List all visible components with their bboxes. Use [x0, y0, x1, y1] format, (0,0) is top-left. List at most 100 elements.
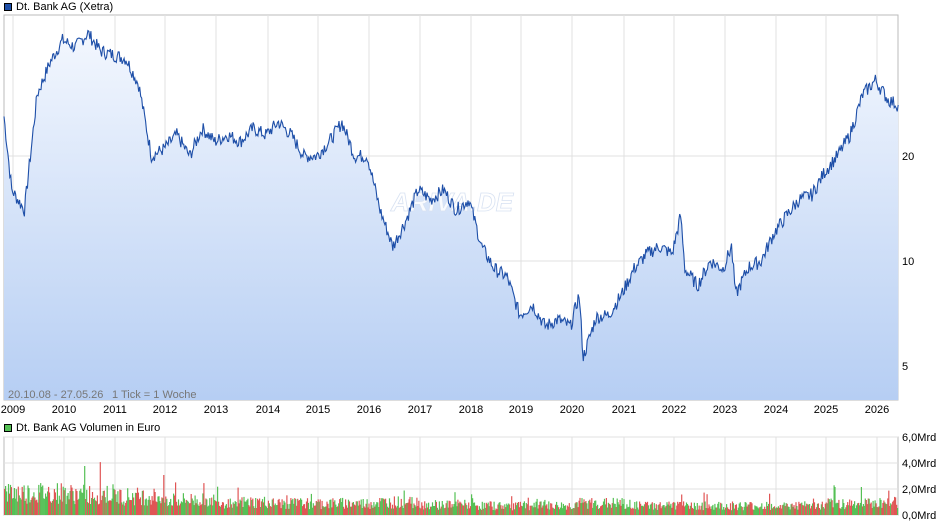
volume-legend-swatch [4, 424, 12, 432]
volume-bar [838, 499, 840, 515]
volume-bar [848, 505, 850, 515]
volume-bar [764, 506, 766, 515]
volume-bar [123, 501, 125, 515]
volume-bar [676, 505, 678, 515]
volume-bar [811, 505, 813, 515]
volume-bar [590, 502, 592, 515]
volume-bar [377, 502, 379, 515]
volume-bar [679, 502, 681, 515]
volume-bar [223, 508, 225, 515]
volume-bar [83, 484, 85, 515]
volume-bar [501, 508, 503, 515]
volume-bar [815, 507, 818, 515]
volume-bar [540, 501, 542, 515]
volume-bar [316, 501, 318, 515]
price-legend: Dt. Bank AG (Xetra) [4, 1, 113, 13]
volume-bar [489, 501, 491, 515]
volume-bar [577, 507, 579, 515]
volume-bar [771, 508, 774, 515]
volume-bar [110, 500, 112, 515]
volume-bar [285, 508, 287, 515]
volume-bar [685, 502, 688, 515]
volume-bar [851, 500, 853, 515]
volume-bar [803, 505, 805, 515]
volume-bar [610, 507, 612, 515]
volume-bar [147, 499, 149, 515]
volume-bar [512, 510, 514, 515]
volume-bar [4, 488, 6, 515]
volume-bar [777, 506, 779, 515]
volume-bar [284, 502, 286, 515]
volume-bar [662, 505, 664, 515]
volume-bar [756, 506, 758, 515]
volume-bar [401, 505, 403, 515]
volume-bar [497, 504, 499, 515]
volume-bar [687, 505, 690, 515]
volume-bar [388, 498, 391, 515]
volume-bar [801, 502, 803, 515]
volume-bar [275, 505, 277, 515]
volume-bar [47, 491, 49, 515]
volume-bar [897, 508, 899, 515]
volume-bar [818, 508, 820, 515]
volume-bar [195, 503, 197, 515]
volume-bar [82, 493, 84, 515]
volume-bar [583, 499, 585, 515]
volume-bar [91, 498, 93, 515]
volume-bar [698, 505, 700, 515]
volume-bar [726, 504, 728, 515]
volume-bar [6, 501, 9, 515]
volume-bar [64, 487, 66, 515]
volume-bar [694, 506, 696, 515]
volume-bar [111, 498, 113, 515]
volume-bar [318, 501, 320, 515]
volume-bar [62, 486, 64, 515]
volume-bar [718, 501, 720, 515]
volume-bar [645, 502, 648, 515]
volume-bar [688, 508, 691, 515]
volume-bar [241, 497, 243, 515]
volume-bar [754, 505, 756, 515]
volume-bar [322, 506, 324, 515]
volume-bar [770, 503, 773, 515]
volume-bar [505, 507, 507, 515]
volume-bar [625, 508, 627, 515]
volume-bar [482, 508, 484, 515]
volume-bar [889, 506, 891, 515]
volume-bar [116, 502, 118, 515]
volume-bar [664, 507, 666, 515]
volume-bar [66, 495, 68, 515]
volume-bar [883, 500, 885, 515]
volume-bar [321, 500, 323, 515]
volume-bar [418, 500, 420, 515]
volume-bar [175, 501, 178, 515]
volume-bar [517, 502, 520, 515]
volume-bar [393, 496, 395, 515]
volume-bar [488, 506, 490, 515]
volume-bar [747, 504, 749, 515]
volume-bar [642, 506, 645, 515]
volume-bar [340, 498, 342, 515]
volume-bar [861, 506, 863, 515]
volume-bar [135, 493, 138, 515]
volume-bar [775, 507, 777, 515]
volume-bar [520, 505, 522, 515]
volume-bar [351, 502, 353, 515]
volume-bar [261, 499, 264, 515]
volume-bar [620, 505, 622, 515]
volume-bar [43, 498, 45, 515]
volume-bar [477, 509, 479, 515]
volume-bar [96, 495, 98, 515]
volume-bar [245, 501, 247, 515]
volume-bar [297, 498, 299, 515]
volume-bar [180, 501, 182, 515]
volume-bar [224, 505, 226, 515]
volume-bar [362, 499, 364, 515]
volume-bar [614, 503, 616, 515]
volume-bar [553, 508, 555, 515]
volume-y-tick-label: 2,0Mrd [902, 484, 936, 496]
volume-bar [785, 503, 787, 515]
volume-bar [644, 501, 647, 515]
volume-bar [853, 504, 855, 515]
volume-bar [134, 492, 137, 515]
